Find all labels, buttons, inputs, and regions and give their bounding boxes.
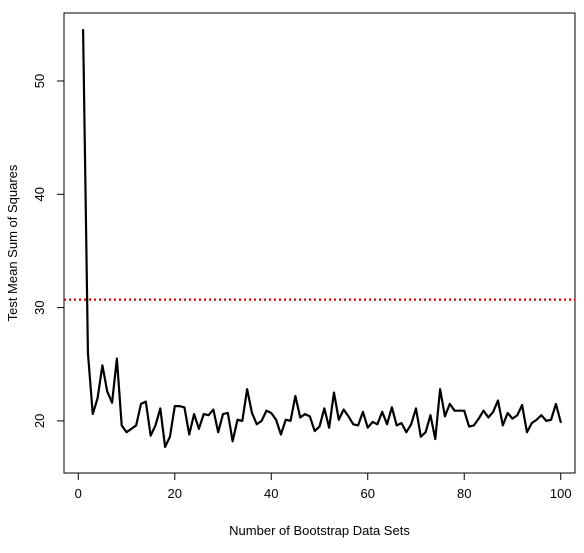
x-tick-label: 40 (264, 486, 278, 501)
plot-area (63, 12, 576, 474)
x-tick-label: 0 (75, 486, 82, 501)
x-axis-title: Number of Bootstrap Data Sets (229, 523, 410, 538)
y-axis-title: Test Mean Sum of Squares (5, 164, 20, 321)
x-tick-label: 20 (168, 486, 182, 501)
y-axis: 20 30 40 50 (32, 74, 64, 428)
x-tick-label: 60 (361, 486, 375, 501)
y-tick-label: 50 (32, 74, 47, 88)
y-tick-label: 30 (32, 300, 47, 314)
x-tick-label: 100 (550, 486, 572, 501)
y-tick-label: 40 (32, 187, 47, 201)
x-tick-label: 80 (457, 486, 471, 501)
x-axis: 0 20 40 60 80 100 (75, 473, 572, 501)
y-tick-label: 20 (32, 414, 47, 428)
series-line (81, 28, 562, 449)
